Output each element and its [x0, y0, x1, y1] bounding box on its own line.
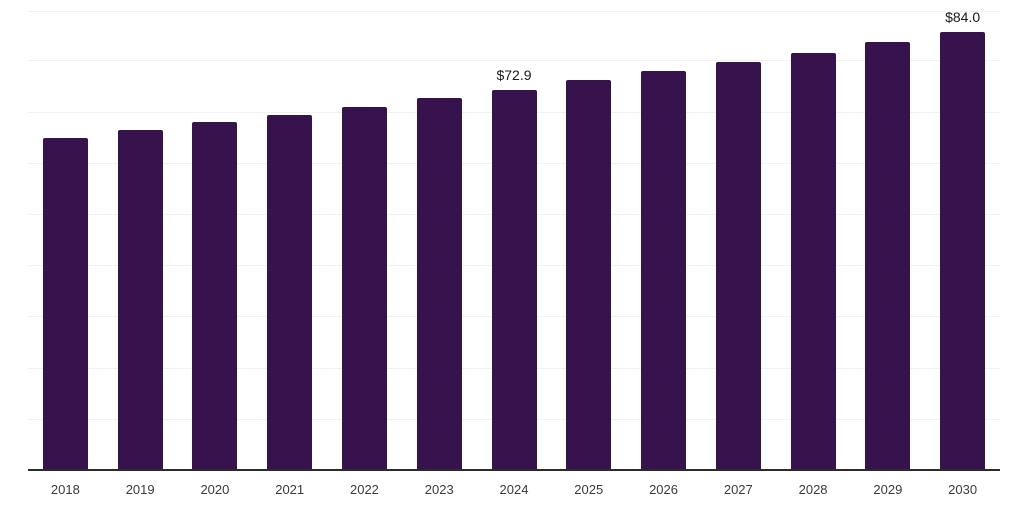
bar-slot — [192, 0, 238, 470]
bar-2028[interactable] — [790, 53, 836, 470]
x-tick-label-2029: 2029 — [873, 482, 903, 497]
x-tick-label-2020: 2020 — [200, 482, 230, 497]
bar-slot — [566, 0, 612, 470]
x-tick-label-2024: 2024 — [499, 482, 529, 497]
x-axis-line — [28, 469, 1000, 471]
x-tick-label-2019: 2019 — [125, 482, 155, 497]
bar-slot — [117, 0, 163, 470]
gridline — [28, 11, 1000, 12]
bar-2030[interactable] — [940, 32, 986, 470]
bar-2020[interactable] — [192, 122, 238, 470]
bar-slot: $84.0 — [940, 0, 986, 470]
x-tick-label-2026: 2026 — [649, 482, 678, 497]
x-tick-label-2021: 2021 — [275, 482, 305, 497]
bar-value-label-2030: $84.0 — [945, 9, 981, 25]
x-tick-label-2030: 2030 — [948, 482, 978, 497]
bar-value-label-2024: $72.9 — [496, 67, 532, 83]
bar-2019[interactable] — [117, 130, 163, 470]
bar-2029[interactable] — [865, 42, 911, 470]
bar-slot — [641, 0, 687, 470]
x-tick-label-2022: 2022 — [349, 482, 379, 497]
bar-slot — [416, 0, 462, 470]
x-tick-label-2025: 2025 — [574, 482, 604, 497]
bar-2023[interactable] — [416, 98, 462, 470]
bar-2025[interactable] — [566, 80, 612, 470]
bar-slot — [341, 0, 387, 470]
bar-2021[interactable] — [267, 115, 313, 470]
bars-layer: $72.9 $84.0 — [28, 0, 1000, 470]
bar-slot: $72.9 — [491, 0, 537, 470]
x-tick-label-2027: 2027 — [723, 482, 753, 497]
bar-slot — [715, 0, 761, 470]
bar-2026[interactable] — [641, 71, 687, 470]
gridline — [28, 60, 1000, 61]
x-tick-label-2028: 2028 — [798, 482, 828, 497]
x-tick-label-2018: 2018 — [50, 482, 80, 497]
bar-slot — [267, 0, 313, 470]
x-tick-label-2023: 2023 — [424, 482, 454, 497]
bar-2018[interactable] — [42, 138, 88, 470]
x-axis-tick-labels: 2018 2019 2020 2021 2022 2023 2024 2025 2026 2027… — [28, 482, 1000, 508]
bar-2027[interactable] — [715, 62, 761, 470]
bar-slot — [790, 0, 836, 470]
bar-2022[interactable] — [341, 107, 387, 470]
bar-slot — [865, 0, 911, 470]
bar-2024[interactable] — [491, 90, 537, 470]
bar-slot — [42, 0, 88, 470]
